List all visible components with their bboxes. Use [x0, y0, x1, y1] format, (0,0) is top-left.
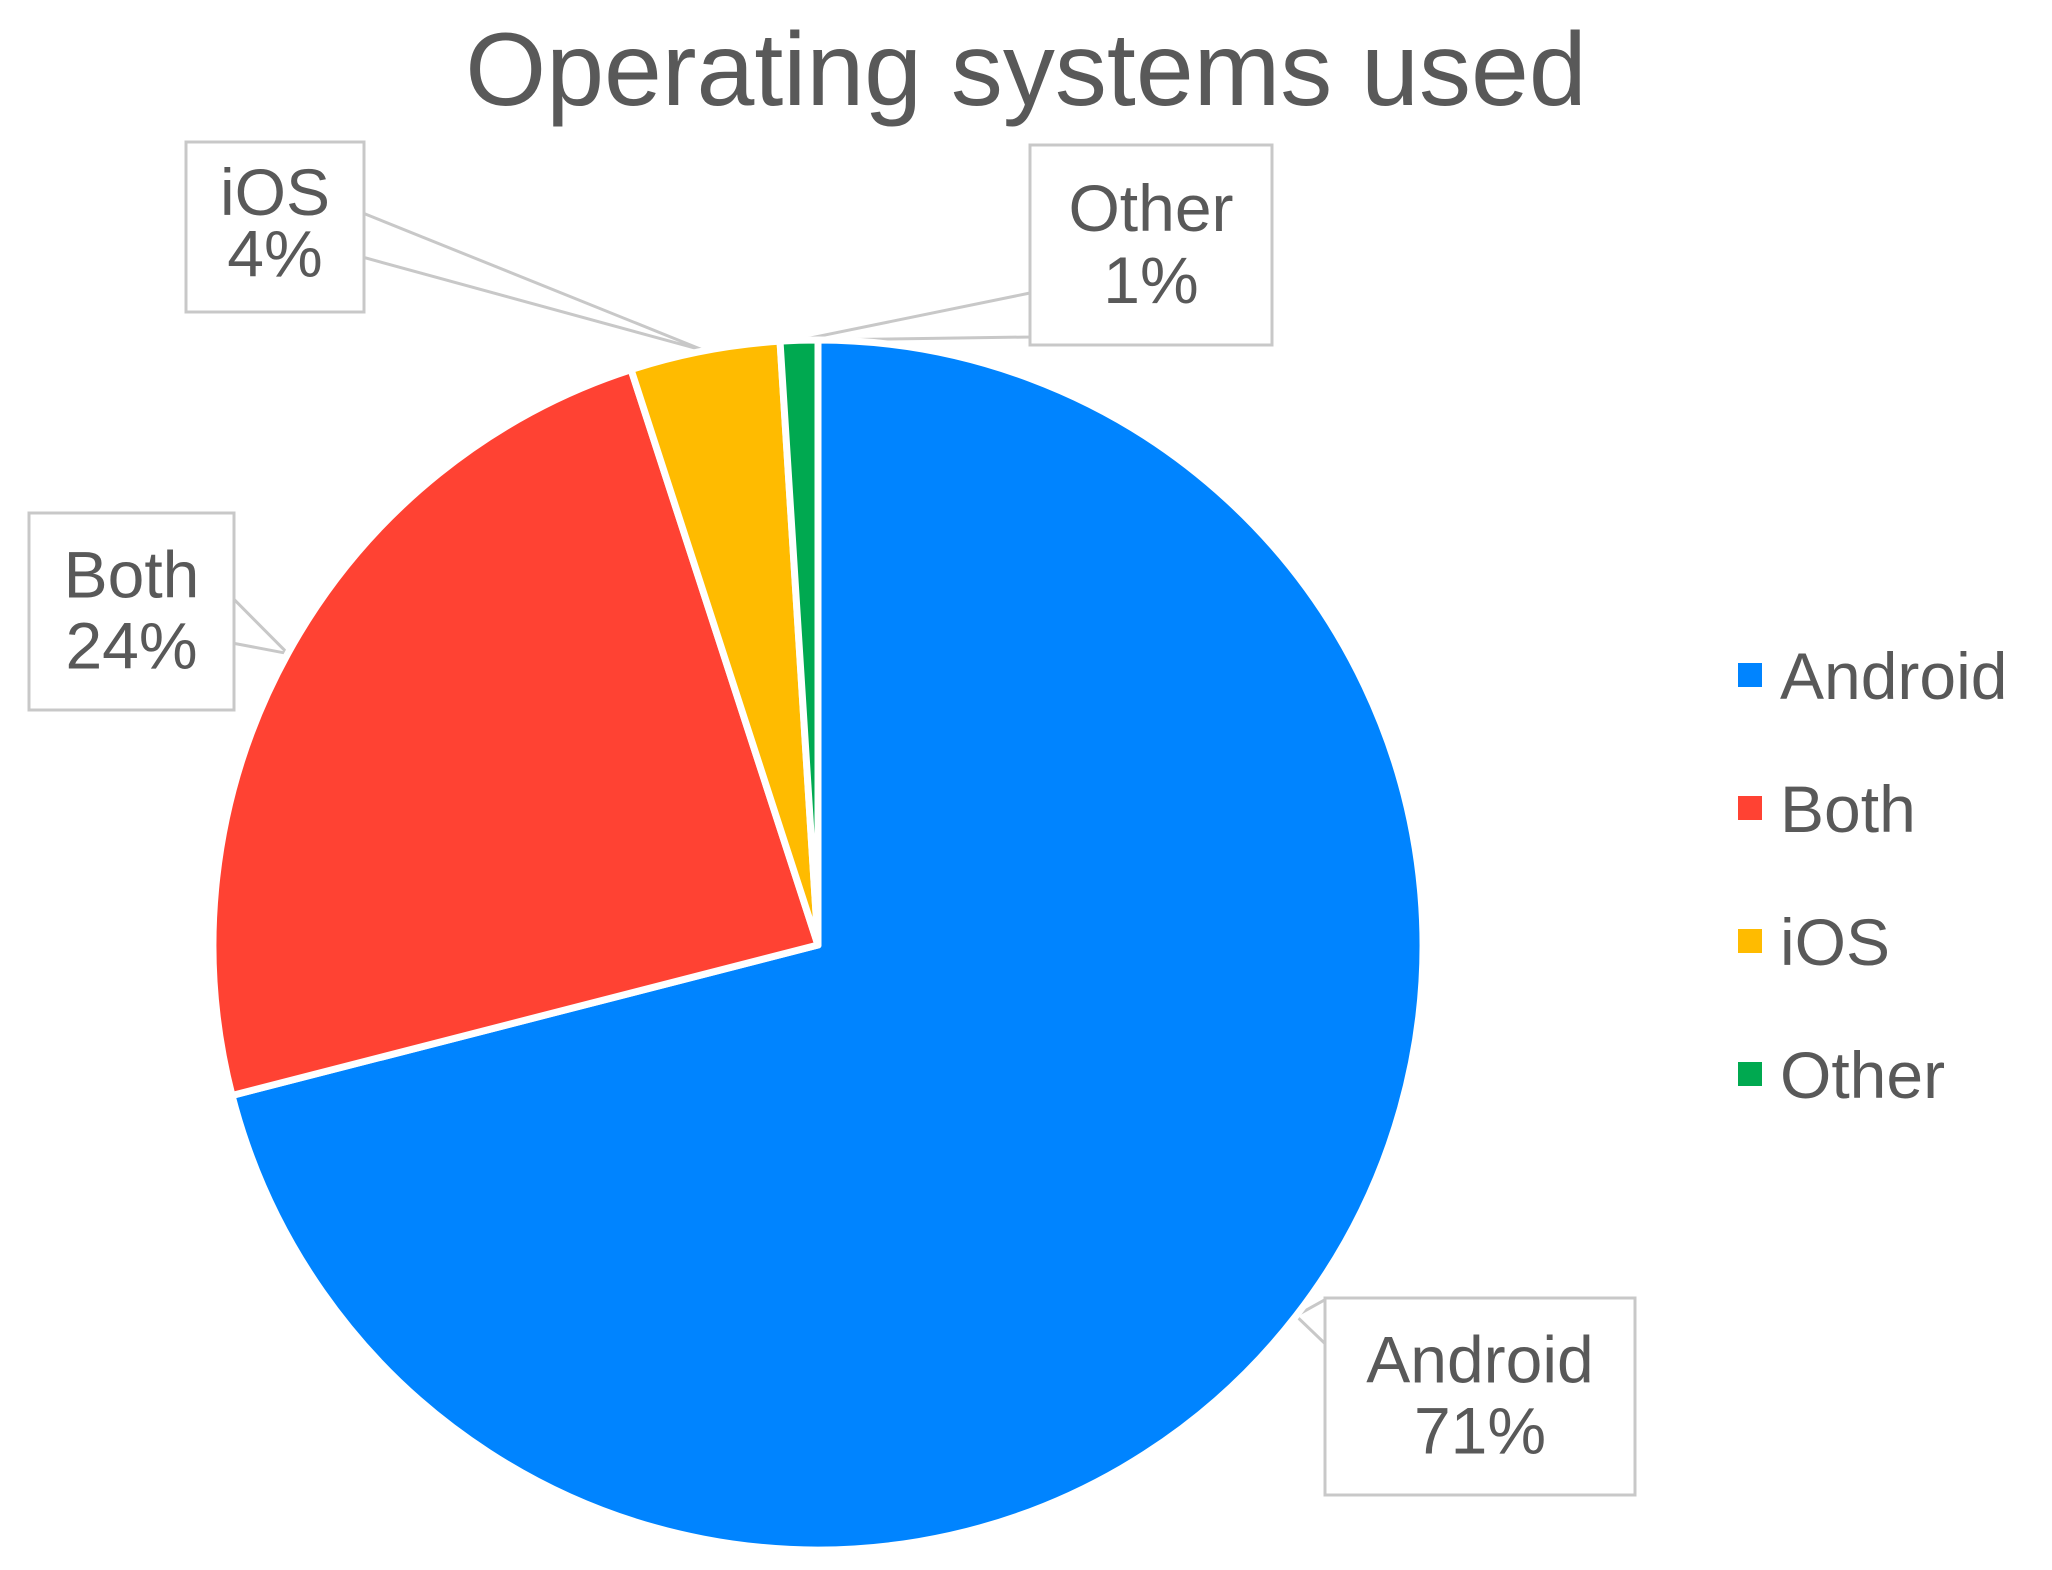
data-label-category-ios: iOS: [220, 155, 330, 229]
callout-leader-other: [798, 291, 1032, 342]
data-label-value-other: 1%: [1103, 243, 1198, 317]
data-label-value-both: 24%: [65, 609, 197, 683]
legend: Android Both iOS Other: [1738, 639, 2008, 1112]
legend-swatch-android: [1738, 663, 1762, 687]
pie-slice-android: [228, 336, 1427, 1554]
legend-swatch-ios: [1738, 929, 1762, 953]
callout-leader-ios: [362, 211, 706, 353]
legend-label-android: Android: [1780, 639, 2008, 713]
data-label-category-android: Android: [1366, 1323, 1594, 1397]
callout-box-other: [1028, 143, 1274, 347]
pie-slice-other: [776, 336, 822, 949]
legend-label-other: Other: [1780, 1038, 1945, 1112]
data-label-value-android: 71%: [1414, 1394, 1546, 1468]
pie-slices: [209, 336, 1427, 1554]
legend-label-both: Both: [1780, 772, 1916, 846]
callout-box-android: [1323, 1296, 1637, 1497]
legend-swatch-other: [1738, 1062, 1762, 1086]
data-label-category-other: Other: [1068, 171, 1233, 245]
pie-slice-both: [209, 366, 822, 1099]
data-label-value-ios: 4%: [227, 216, 322, 290]
callout-box-both: [27, 511, 236, 712]
legend-swatch-both: [1738, 796, 1762, 820]
callout-box-ios: [184, 140, 366, 314]
callout-leaders: [232, 211, 1327, 1348]
chart-title: Operating systems used: [465, 12, 1586, 128]
callout-leader-both: [232, 595, 293, 656]
legend-label-ios: iOS: [1780, 905, 1890, 979]
data-label-category-both: Both: [64, 538, 200, 612]
